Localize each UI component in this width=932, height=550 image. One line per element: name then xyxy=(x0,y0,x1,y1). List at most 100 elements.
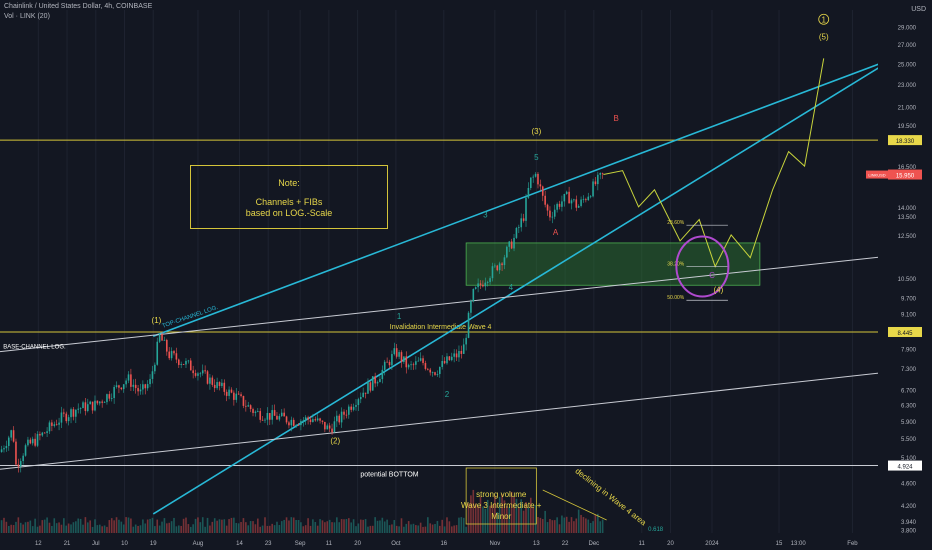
volume-bar xyxy=(417,525,420,533)
volume-bar xyxy=(151,517,154,533)
price-axis-tick: 27.000 xyxy=(898,43,917,49)
time-axis-tick: Aug xyxy=(193,541,204,547)
price-axis-tick: 5.500 xyxy=(901,437,917,443)
volume-bar xyxy=(173,517,175,533)
price-axis-tick: 4.600 xyxy=(901,481,917,487)
candle-body xyxy=(443,360,446,364)
price-axis-tick: 23.000 xyxy=(898,83,917,89)
price-tag: 18.330 xyxy=(896,139,915,145)
volume-bar xyxy=(410,524,412,533)
candle-body xyxy=(211,377,214,385)
candle-body xyxy=(228,389,230,396)
price-axis-tick: 14.000 xyxy=(898,206,917,212)
volume-bar xyxy=(3,517,5,533)
volume-bar xyxy=(324,522,326,533)
candle-body xyxy=(438,366,441,375)
price-axis-tick: 6.300 xyxy=(901,404,917,410)
volume-bar xyxy=(268,525,271,533)
candle-body xyxy=(403,356,405,362)
candle-body xyxy=(307,417,309,420)
volume-bar xyxy=(170,521,173,533)
volume-bar xyxy=(144,523,147,533)
candle-body xyxy=(455,353,458,358)
volume-bar xyxy=(326,521,329,533)
candle-body xyxy=(125,380,127,385)
volume-bar xyxy=(41,520,44,533)
candle-body xyxy=(570,200,573,204)
volume-bar xyxy=(546,522,549,533)
candle-body xyxy=(199,373,202,375)
wave-label: (2) xyxy=(330,437,340,446)
time-axis-tick: Oct xyxy=(391,541,401,547)
candle-body xyxy=(551,216,554,218)
candle-body xyxy=(601,172,604,174)
base-channel-upper-line xyxy=(0,255,895,353)
candle-body xyxy=(151,371,154,379)
volume-indicator-title: Vol · LINK (20) xyxy=(4,13,50,20)
volume-bar xyxy=(429,523,432,533)
volume-bar xyxy=(561,515,563,533)
volume-decline-arrow xyxy=(542,489,607,521)
volume-bar xyxy=(403,526,405,533)
candle-body xyxy=(233,392,235,400)
price-axis-tick: 7.300 xyxy=(901,367,917,373)
volume-bar xyxy=(465,526,467,533)
wave-label: 2 xyxy=(445,390,450,399)
candle-body xyxy=(82,402,84,409)
volume-bar xyxy=(213,518,216,533)
volume-bar xyxy=(292,517,295,533)
candle-body xyxy=(326,425,329,430)
candle-body xyxy=(477,283,479,288)
volume-bar xyxy=(438,525,441,533)
price-axis-tick: 16.500 xyxy=(898,165,917,171)
candle-body xyxy=(510,241,513,249)
candle-body xyxy=(312,419,314,423)
volume-bar xyxy=(376,520,379,533)
candle-body xyxy=(118,385,120,388)
note-title: Note: xyxy=(278,178,300,188)
volume-bar xyxy=(386,519,388,533)
candle-body xyxy=(15,441,17,465)
candle-body xyxy=(134,384,137,389)
volume-bar xyxy=(261,525,264,533)
volume-bar xyxy=(127,517,130,533)
volume-bar xyxy=(345,519,348,533)
volume-bar xyxy=(245,522,247,533)
candle-body xyxy=(43,432,46,434)
volume-bar xyxy=(328,519,331,533)
candle-body xyxy=(91,401,94,411)
candle-body xyxy=(400,352,403,362)
volume-bar xyxy=(101,526,103,533)
candle-body xyxy=(589,196,592,198)
volume-bar xyxy=(443,526,446,533)
volume-bar xyxy=(331,522,333,533)
candle-body xyxy=(101,401,103,403)
candle-body xyxy=(139,389,142,392)
candle-body xyxy=(549,210,551,218)
candle-body xyxy=(319,418,321,421)
candle-body xyxy=(22,455,24,462)
candle-body xyxy=(362,392,364,397)
volume-bar xyxy=(532,506,534,533)
candle-body xyxy=(221,382,223,386)
candle-body xyxy=(154,364,156,372)
wave-label: (1) xyxy=(152,316,162,325)
volume-bar xyxy=(446,517,448,533)
candle-body xyxy=(553,209,556,217)
price-axis-panel xyxy=(878,0,932,550)
currency-label: USD xyxy=(911,6,926,13)
candle-body xyxy=(170,351,173,359)
volume-bar xyxy=(137,525,139,533)
wave-label: 1 xyxy=(821,15,826,24)
candle-body xyxy=(494,265,496,267)
candle-body xyxy=(364,392,367,394)
candle-body xyxy=(63,412,65,414)
volume-bar xyxy=(362,519,364,533)
volume-bar xyxy=(189,526,192,533)
volume-bar xyxy=(405,523,408,533)
time-axis-tick: 20 xyxy=(667,541,674,547)
volume-bar xyxy=(520,499,523,533)
candle-body xyxy=(340,411,343,423)
volume-bar xyxy=(589,522,592,533)
